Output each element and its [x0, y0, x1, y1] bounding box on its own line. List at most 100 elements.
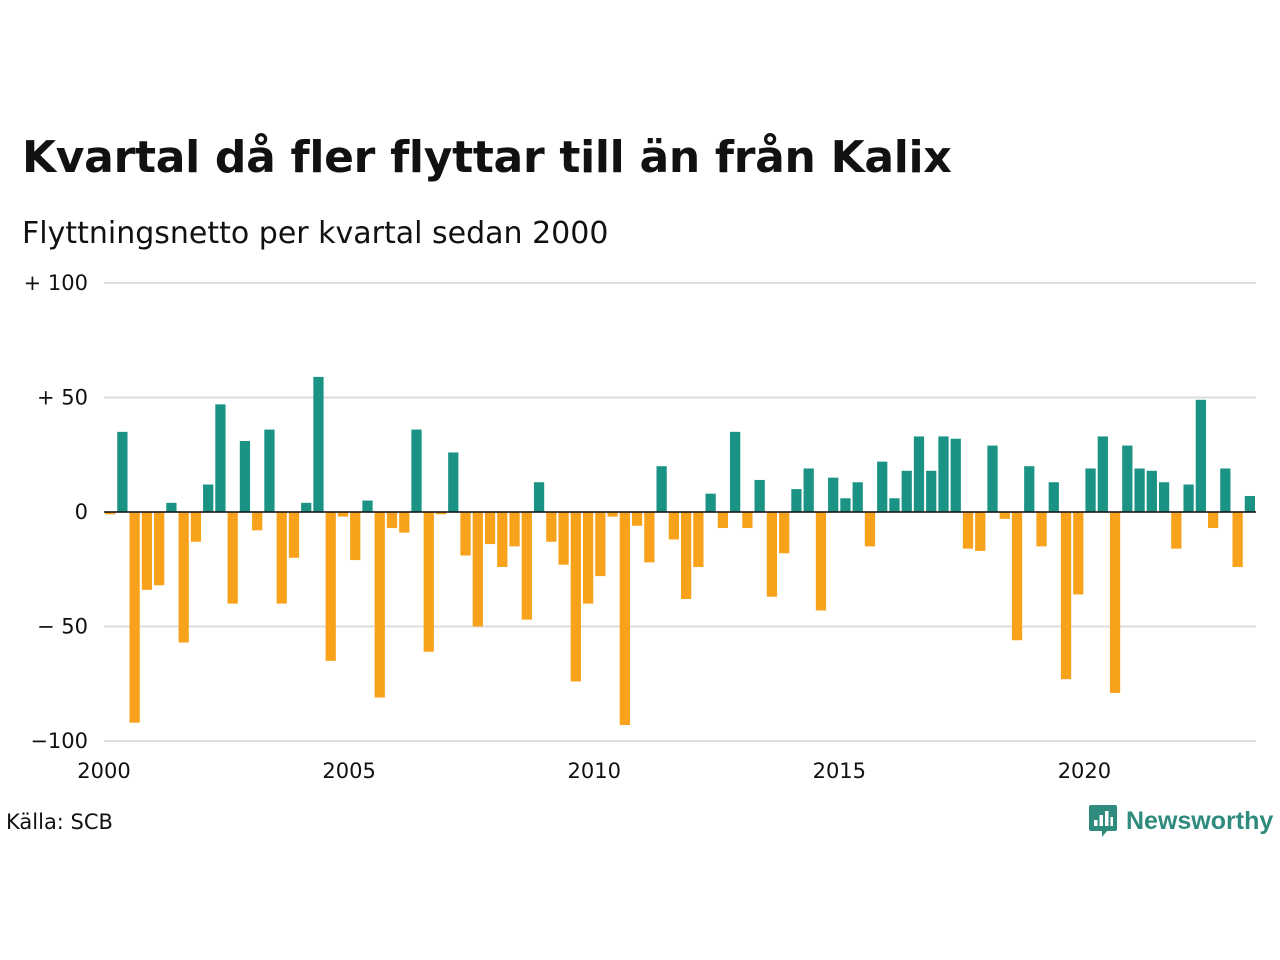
bar [742, 512, 753, 529]
bar [509, 512, 520, 547]
bars [104, 376, 1256, 725]
bar [730, 431, 741, 512]
bar [313, 376, 324, 512]
bar [362, 500, 373, 512]
bar [1097, 436, 1108, 512]
bar [901, 470, 912, 512]
bar [301, 502, 312, 512]
source-label: Källa: SCB [6, 810, 113, 834]
bar [864, 512, 876, 547]
bar [1085, 468, 1096, 512]
bar [582, 512, 594, 604]
bar [999, 512, 1010, 519]
y-tick-label: −100 [30, 729, 88, 753]
bar [766, 512, 778, 597]
bar [215, 404, 226, 512]
bar [399, 512, 410, 533]
bar [681, 512, 692, 600]
logo-text: Newsworthy [1126, 806, 1274, 835]
bar [337, 512, 349, 517]
bar [668, 512, 679, 540]
bar [533, 482, 545, 512]
bar [1122, 445, 1133, 512]
bar [1024, 466, 1035, 512]
bar [472, 512, 483, 627]
bar [877, 461, 888, 512]
bar [1195, 399, 1206, 512]
bar [1048, 482, 1059, 512]
bar [141, 512, 153, 590]
bar [950, 438, 961, 512]
x-tick-labels: 2000 2005 2010 2015 2020 [77, 759, 1111, 783]
bar [546, 512, 557, 542]
bar [178, 512, 189, 643]
bar [938, 436, 949, 512]
bar [631, 512, 643, 526]
bar [595, 512, 606, 577]
bar [828, 477, 839, 512]
bar [350, 512, 361, 561]
bar [1207, 512, 1219, 529]
bar [190, 512, 202, 542]
x-tick-label: 2020 [1058, 759, 1111, 783]
bar [460, 512, 471, 556]
bar [1109, 512, 1121, 693]
x-tick-label: 2005 [322, 759, 375, 783]
bar [815, 512, 827, 611]
bar [105, 512, 116, 515]
bar [962, 512, 974, 549]
bar [411, 429, 422, 512]
chart-title: Kvartal då fler flyttar till än från Kal… [22, 132, 952, 183]
bar [803, 468, 814, 512]
bar [374, 512, 385, 698]
bar [1073, 512, 1084, 595]
bar [166, 502, 177, 512]
bar [987, 445, 998, 512]
bar [840, 498, 851, 512]
bar [754, 479, 765, 512]
bar [656, 466, 667, 512]
bar [288, 512, 300, 558]
x-tick-label: 2000 [77, 759, 130, 783]
bar [276, 512, 287, 604]
bar [386, 512, 398, 529]
bar [264, 429, 275, 512]
y-tick-label: + 50 [37, 386, 88, 410]
bar [1146, 470, 1157, 512]
bar [325, 512, 336, 661]
bar [129, 512, 140, 723]
bar [1011, 512, 1023, 641]
bar [521, 512, 532, 620]
bar [117, 431, 128, 512]
bar [717, 512, 729, 529]
bar [203, 484, 214, 512]
bar [889, 498, 900, 512]
bar [435, 512, 447, 515]
bar [227, 512, 238, 604]
bar [705, 493, 716, 512]
bar [926, 470, 937, 512]
bar [1171, 512, 1182, 549]
newsworthy-logo: Newsworthy [1088, 803, 1273, 839]
bar [852, 482, 863, 512]
bar [975, 512, 986, 551]
bar [619, 512, 630, 725]
bar [558, 512, 569, 565]
bar [1244, 495, 1255, 512]
bar [154, 512, 165, 586]
bar [1232, 512, 1243, 567]
y-tick-label: + 100 [24, 271, 88, 295]
bar [1060, 512, 1072, 680]
bar [448, 452, 459, 512]
chart-subtitle: Flyttningsnetto per kvartal sedan 2000 [22, 216, 609, 251]
bar [570, 512, 581, 682]
bar [1036, 512, 1047, 547]
bar [1158, 482, 1170, 512]
bar [607, 512, 618, 517]
y-tick-labels: + 100 + 50 0 − 50 −100 [24, 271, 88, 753]
bar [252, 512, 263, 531]
x-tick-label: 2010 [567, 759, 620, 783]
bar [791, 489, 802, 512]
y-tick-label: 0 [75, 500, 88, 524]
